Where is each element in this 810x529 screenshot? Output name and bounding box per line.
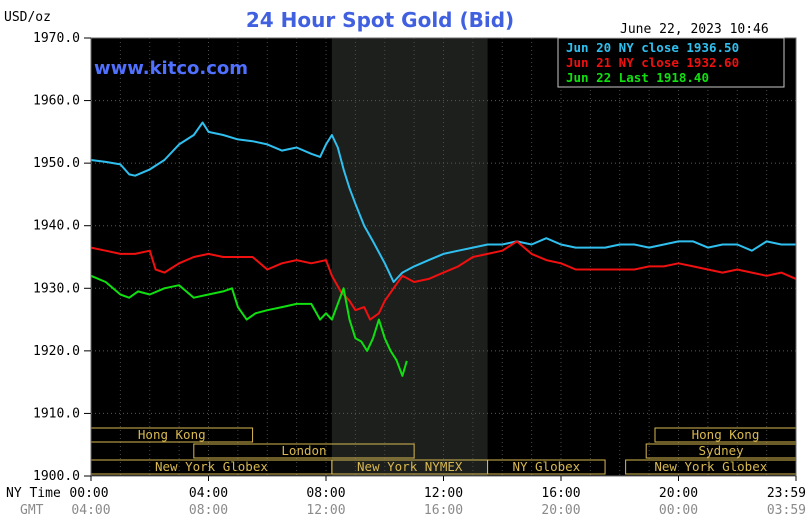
session-label: NY Globex xyxy=(512,459,580,474)
x-subtick-label: 16:00 xyxy=(424,503,463,518)
session-label: London xyxy=(281,443,326,458)
session-label: New York NYMEX xyxy=(357,459,463,474)
x-tick-label: 23:59 xyxy=(767,486,806,501)
x-subtick-label: 03:59 xyxy=(767,503,806,518)
session-bar: London xyxy=(193,443,415,459)
session-bar-box xyxy=(487,459,606,475)
shaded-period-rect xyxy=(331,38,488,476)
legend-entry-jun20: Jun 20 NY close 1936.50 xyxy=(566,40,739,55)
legend-entry-jun22: Jun 22 Last 1918.40 xyxy=(566,70,709,85)
nymex-shaded-period xyxy=(331,38,488,476)
x-subaxis-label: GMT xyxy=(20,503,44,518)
session-label: Hong Kong xyxy=(138,427,206,442)
x-subtick-label: 04:00 xyxy=(71,503,110,518)
x-tick-label: 16:00 xyxy=(541,486,580,501)
price-series xyxy=(90,121,797,377)
legend: Jun 20 NY close 1936.50 Jun 21 NY close … xyxy=(557,37,785,88)
session-label: New York Globex xyxy=(155,459,268,474)
y-tick-label: 1930.0 xyxy=(33,281,80,296)
series-line-3 xyxy=(90,274,408,377)
x-subtick-label: 12:00 xyxy=(306,503,345,518)
session-bar: NY Globex xyxy=(487,459,606,475)
legend-box xyxy=(557,37,785,88)
x-axis-ticks: NY Time GMT 00:00 04:00 08:00 12:00 16:00 20:… xyxy=(6,476,806,518)
y-tick-label: 1900.0 xyxy=(33,469,80,484)
x-subtick-label: 20:00 xyxy=(541,503,580,518)
session-bar-box xyxy=(193,443,415,459)
y-tick-label: 1970.0 xyxy=(33,31,80,46)
legend-entry-jun21: Jun 21 NY close 1932.60 xyxy=(566,55,739,70)
session-label: Sydney xyxy=(699,443,745,458)
y-axis-unit: USD/oz xyxy=(4,10,51,25)
chart-timestamp: June 22, 2023 10:46 xyxy=(620,22,769,37)
series-line-1 xyxy=(90,121,796,283)
session-label: New York Globex xyxy=(654,459,767,474)
chart-title: 24 Hour Spot Gold (Bid) xyxy=(246,8,514,32)
y-tick-label: 1920.0 xyxy=(33,344,80,359)
y-tick-label: 1940.0 xyxy=(33,219,80,234)
x-tick-label: 04:00 xyxy=(189,486,228,501)
x-tick-label: 12:00 xyxy=(424,486,463,501)
y-tick-label: 1960.0 xyxy=(33,94,80,109)
x-subtick-label: 00:00 xyxy=(659,503,698,518)
y-tick-label: 1950.0 xyxy=(33,156,80,171)
x-tick-label: 20:00 xyxy=(659,486,698,501)
x-axis-label: NY Time xyxy=(6,486,61,501)
series-line-2 xyxy=(90,240,797,321)
x-subtick-label: 08:00 xyxy=(189,503,228,518)
x-tick-label: 08:00 xyxy=(306,486,345,501)
session-label: Hong Kong xyxy=(692,427,760,442)
site-watermark: www.kitco.com xyxy=(94,58,248,79)
y-axis-ticks: 1900.0 1910.0 1920.0 1930.0 1940.0 1950.0 1960… xyxy=(33,31,91,484)
y-tick-label: 1910.0 xyxy=(33,406,80,421)
x-tick-label: 00:00 xyxy=(69,486,108,501)
